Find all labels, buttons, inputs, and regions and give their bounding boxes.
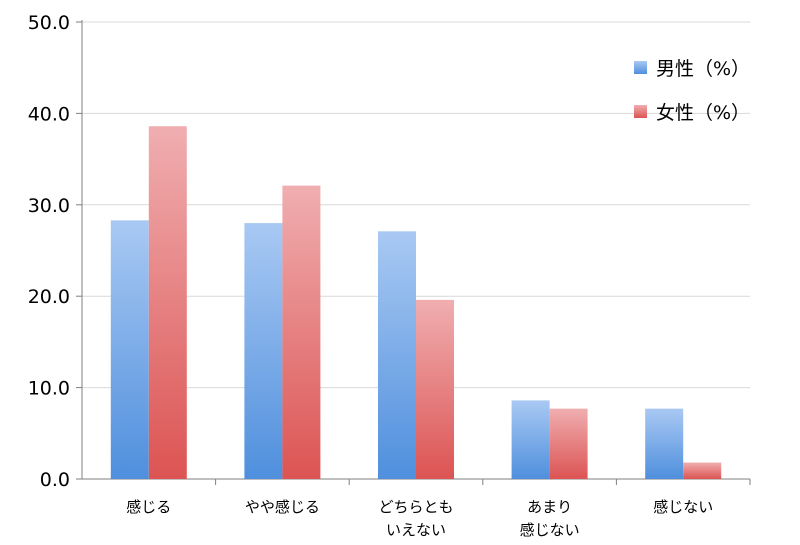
x-tick-label: やや感じる	[245, 498, 320, 516]
legend: 男性（%） 女性（%）	[634, 58, 750, 124]
bars	[110, 126, 722, 480]
bar-series-1-cat-1	[282, 185, 321, 479]
bar-series-0-cat-4	[645, 408, 684, 479]
legend-swatch-0	[634, 61, 647, 74]
y-tick-label: 50.0	[28, 12, 70, 34]
x-tick-label: 感じる	[126, 498, 171, 516]
bar-series-1-cat-0	[148, 126, 187, 480]
legend-label-0: 男性（%）	[656, 58, 750, 80]
bar-series-1-cat-4	[683, 462, 722, 479]
x-tick-label: 感じない	[520, 521, 580, 539]
y-tick-label: 30.0	[28, 195, 70, 217]
bar-series-0-cat-0	[110, 220, 149, 479]
y-tick-label: 40.0	[28, 103, 70, 125]
x-tick-label: あまり	[527, 498, 572, 516]
y-tick-label: 0.0	[40, 469, 70, 491]
x-tick-label: 感じない	[653, 498, 713, 516]
bar-series-1-cat-2	[416, 299, 454, 479]
y-tick-label: 20.0	[28, 286, 70, 308]
legend-label-1: 女性（%）	[656, 102, 750, 124]
bar-series-0-cat-2	[378, 231, 416, 479]
y-tick-label: 10.0	[28, 378, 70, 400]
bar-series-0-cat-1	[244, 223, 283, 479]
bar-series-0-cat-3	[511, 400, 550, 479]
x-tick-label: どちらとも	[378, 498, 453, 516]
y-tick-labels: 0.0 10.0 20.0 30.0 40.0 50.0	[28, 12, 70, 491]
legend-swatch-1	[634, 105, 647, 118]
bar-series-1-cat-3	[549, 408, 588, 479]
x-tick-label: いえない	[386, 521, 446, 539]
